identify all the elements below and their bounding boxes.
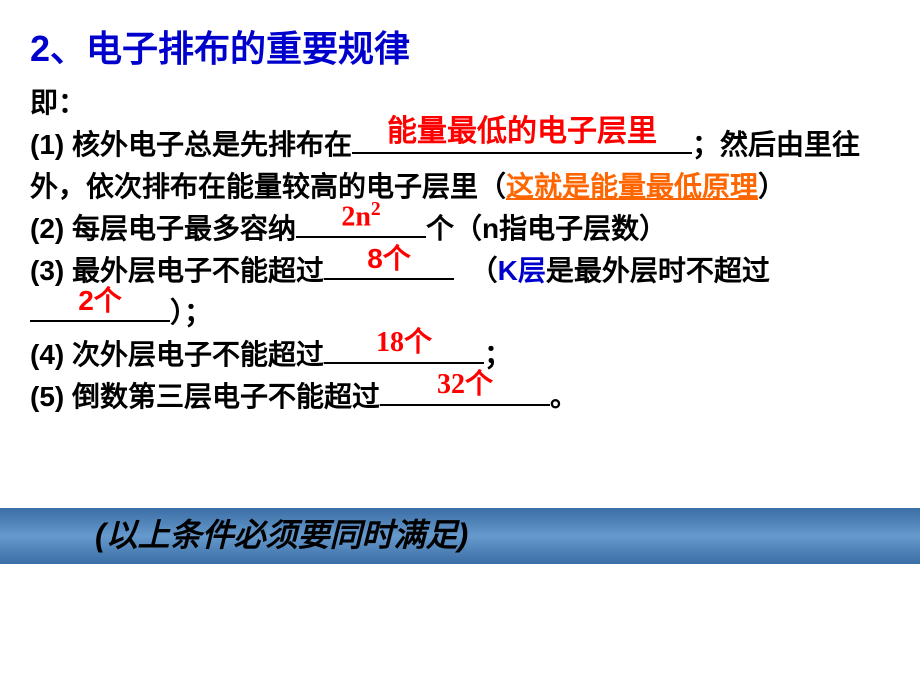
r3-blank: 8个 — [324, 252, 454, 280]
r3-text-e: ）； — [170, 297, 212, 328]
r2-fill: 2n2 — [341, 195, 380, 238]
r5-text-b: 。 — [550, 381, 578, 412]
r4-blank: 18个 — [324, 336, 484, 364]
r2-fill-sup: 2 — [371, 199, 381, 220]
content-block: 即： (1) 核外电子总是先排布在能量最低的电子层里；然后由里往外，依次排布在能… — [0, 72, 920, 418]
r5-fill: 32个 — [437, 364, 493, 406]
rule-5: (5) 倒数第三层电子不能超过32个。 — [30, 376, 890, 418]
r1-blank: 能量最低的电子层里 — [352, 126, 692, 154]
r1-text-d: ） — [758, 171, 786, 202]
r4-fill: 18个 — [376, 322, 432, 364]
r5-text-a: (5) 倒数第三层电子不能超过 — [30, 381, 380, 412]
rule-3: (3) 最外层电子不能超过8个 （K层是最外层时不超过2个）； — [30, 250, 890, 334]
section-title: 2、电子排布的重要规律 — [0, 0, 920, 72]
rule-1: (1) 核外电子总是先排布在能量最低的电子层里；然后由里往外，依次排布在能量较高… — [30, 124, 890, 208]
r3-blank2: 2个 — [30, 294, 170, 322]
r3-text-d: 是最外层时不超过 — [546, 255, 770, 286]
r3-klayer: K层 — [498, 255, 546, 286]
r1-emph: 这就是能量最低原理 — [506, 171, 758, 202]
r2-text-a: (2) 每层电子最多容纳 — [30, 213, 296, 244]
r1-text-a: (1) 核外电子总是先排布在 — [30, 129, 352, 160]
r5-blank: 32个 — [380, 378, 550, 406]
r3-fill: 8个 — [367, 238, 411, 280]
footer-note: (以上条件必须要同时满足) — [95, 510, 468, 556]
r2-blank: 2n2 — [296, 210, 426, 238]
r4-text-a: (4) 次外层电子不能超过 — [30, 339, 324, 370]
r3-fill2: 2个 — [78, 280, 122, 322]
r3-text-a: (3) 最外层电子不能超过 — [30, 255, 324, 286]
r3-text-b: （ — [470, 255, 498, 286]
r1-fill: 能量最低的电子层里 — [387, 109, 657, 154]
r2-text-b: 个（n指电子层数） — [426, 213, 667, 244]
r2-fill-base: 2n — [341, 201, 371, 232]
rule-2: (2) 每层电子最多容纳2n2个（n指电子层数） — [30, 208, 890, 250]
